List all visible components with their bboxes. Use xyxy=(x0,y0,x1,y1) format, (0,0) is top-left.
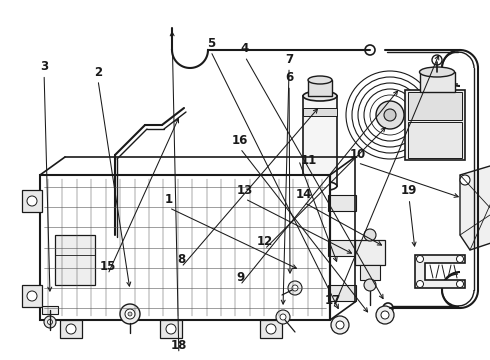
Circle shape xyxy=(292,285,298,291)
Text: 12: 12 xyxy=(256,235,273,248)
Bar xyxy=(355,240,385,265)
Circle shape xyxy=(27,291,37,301)
Circle shape xyxy=(266,324,276,334)
Bar xyxy=(328,195,356,211)
Circle shape xyxy=(48,320,52,324)
Circle shape xyxy=(66,324,76,334)
Circle shape xyxy=(288,281,302,295)
Text: 16: 16 xyxy=(232,134,248,147)
Circle shape xyxy=(376,306,394,324)
Circle shape xyxy=(376,101,404,129)
Circle shape xyxy=(432,55,442,65)
Bar xyxy=(308,80,332,96)
Bar xyxy=(260,320,282,338)
Bar xyxy=(55,235,95,285)
Bar xyxy=(42,306,58,314)
Circle shape xyxy=(280,314,286,320)
Circle shape xyxy=(384,109,396,121)
Text: 8: 8 xyxy=(177,253,185,266)
Text: 14: 14 xyxy=(295,188,312,201)
Circle shape xyxy=(457,280,464,288)
Bar xyxy=(408,92,462,120)
Text: 9: 9 xyxy=(236,271,244,284)
Bar xyxy=(22,285,42,307)
Circle shape xyxy=(128,312,132,316)
Bar xyxy=(360,265,380,280)
Bar xyxy=(328,285,356,301)
Polygon shape xyxy=(460,160,490,250)
Bar xyxy=(303,96,337,186)
Text: 6: 6 xyxy=(285,71,293,84)
Circle shape xyxy=(44,316,56,328)
Text: 15: 15 xyxy=(99,260,116,273)
Text: 13: 13 xyxy=(237,184,253,197)
Bar xyxy=(405,90,465,160)
Circle shape xyxy=(331,316,349,334)
Circle shape xyxy=(336,321,344,329)
Circle shape xyxy=(416,256,423,262)
Circle shape xyxy=(120,304,140,324)
Circle shape xyxy=(381,311,389,319)
Circle shape xyxy=(457,256,464,262)
Text: 19: 19 xyxy=(401,184,417,197)
Circle shape xyxy=(383,303,393,313)
Text: 1: 1 xyxy=(165,193,173,206)
Circle shape xyxy=(27,196,37,206)
Circle shape xyxy=(166,324,176,334)
Text: 18: 18 xyxy=(171,339,187,352)
Bar xyxy=(408,122,462,158)
Bar xyxy=(40,175,330,320)
Circle shape xyxy=(125,309,135,319)
Text: 10: 10 xyxy=(349,148,366,161)
Circle shape xyxy=(365,45,375,55)
Ellipse shape xyxy=(419,67,455,77)
Text: 11: 11 xyxy=(300,154,317,167)
Text: 3: 3 xyxy=(40,60,48,73)
Circle shape xyxy=(111,233,121,243)
Circle shape xyxy=(364,229,376,241)
Text: 5: 5 xyxy=(207,37,215,50)
Circle shape xyxy=(364,279,376,291)
Circle shape xyxy=(460,175,470,185)
Ellipse shape xyxy=(308,76,332,84)
Bar xyxy=(420,72,455,92)
Text: 17: 17 xyxy=(325,294,342,307)
Ellipse shape xyxy=(303,91,337,101)
Circle shape xyxy=(416,280,423,288)
Text: 4: 4 xyxy=(241,42,249,55)
Bar xyxy=(22,190,42,212)
Bar xyxy=(160,320,182,338)
Bar xyxy=(60,320,82,338)
Circle shape xyxy=(276,310,290,324)
Bar xyxy=(328,240,356,256)
Text: 2: 2 xyxy=(94,66,102,78)
Text: 7: 7 xyxy=(285,53,293,66)
Ellipse shape xyxy=(303,181,337,191)
Polygon shape xyxy=(415,255,465,288)
Bar xyxy=(303,108,337,116)
